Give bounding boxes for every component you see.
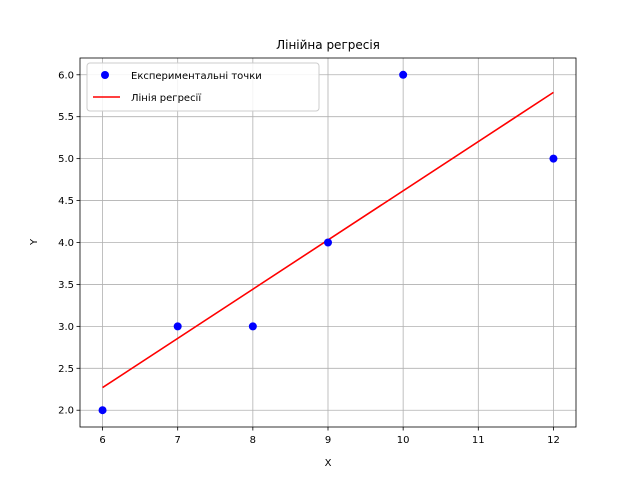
legend-entry-scatter: Експериментальні точки bbox=[131, 70, 262, 82]
data-point bbox=[98, 406, 107, 415]
x-tick-label: 6 bbox=[99, 435, 105, 446]
data-point bbox=[399, 70, 408, 79]
data-point bbox=[324, 238, 332, 247]
series-layer bbox=[98, 70, 558, 415]
y-tick-label: 2.5 bbox=[58, 364, 74, 375]
x-tick-label: 12 bbox=[547, 435, 560, 446]
data-point bbox=[549, 154, 558, 163]
y-tick-label: 6.0 bbox=[58, 70, 74, 81]
x-tick-label: 8 bbox=[250, 435, 256, 446]
x-tick-label: 9 bbox=[325, 435, 331, 446]
x-tick-label: 11 bbox=[472, 435, 485, 446]
y-tick-label: 4.0 bbox=[58, 238, 74, 249]
y-tick-label: 5.5 bbox=[58, 112, 74, 123]
x-tick-label: 10 bbox=[397, 435, 410, 446]
y-axis-ticks: 2.0 2.5 3.0 3.5 4.0 4.5 5.0 5.5 6.0 bbox=[58, 70, 80, 417]
y-axis-label: Y bbox=[29, 238, 40, 246]
y-tick-label: 4.5 bbox=[58, 196, 74, 207]
legend-entry-line: Лінія регресії bbox=[131, 92, 201, 104]
chart-title: Лінійна регресія bbox=[276, 38, 380, 52]
y-tick-label: 2.0 bbox=[58, 406, 74, 417]
y-tick-label: 5.0 bbox=[58, 154, 74, 165]
data-point bbox=[173, 322, 182, 331]
legend-scatter-marker bbox=[101, 71, 109, 79]
grid bbox=[80, 58, 576, 427]
legend: Експериментальні точки Лінія регресії bbox=[86, 62, 320, 112]
legend-box bbox=[86, 62, 320, 112]
data-point bbox=[248, 322, 257, 331]
x-tick-label: 7 bbox=[175, 435, 181, 446]
y-tick-label: 3.5 bbox=[58, 280, 74, 291]
y-tick-label: 3.0 bbox=[58, 322, 74, 333]
x-axis-label: X bbox=[325, 458, 332, 469]
x-axis-ticks: 6 7 8 9 10 11 12 bbox=[99, 427, 560, 446]
